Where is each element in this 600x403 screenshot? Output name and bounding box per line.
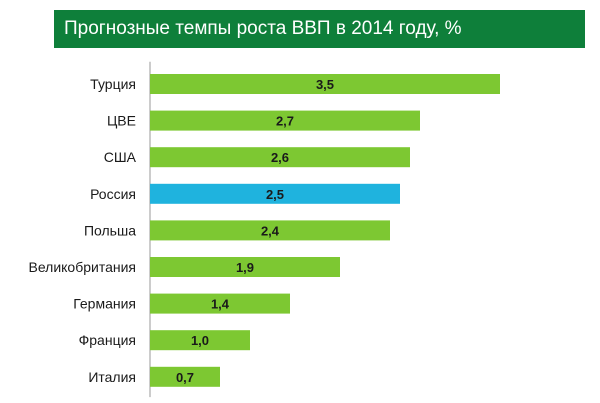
bar-5 xyxy=(150,220,390,241)
bar-1 xyxy=(150,74,500,94)
category-label-6: Великобритания xyxy=(28,259,136,275)
bar-9 xyxy=(150,366,220,387)
bar-4 xyxy=(150,183,400,204)
bar-2 xyxy=(150,110,420,131)
category-label-9: Италия xyxy=(88,369,136,385)
value-label-1: 3,5 xyxy=(316,77,334,92)
category-label-1: Турция xyxy=(90,76,136,92)
bar-6 xyxy=(150,257,340,277)
bar-3 xyxy=(150,147,410,168)
category-label-4: Россия xyxy=(90,186,136,202)
category-label-2: ЦВЕ xyxy=(107,113,136,129)
category-label-7: Германия xyxy=(73,296,136,312)
value-label-3: 2,6 xyxy=(271,150,289,165)
chart-title: Прогнозные темпы роста ВВП в 2014 году, … xyxy=(54,10,585,48)
bar-7 xyxy=(150,293,290,314)
value-label-6: 1,9 xyxy=(236,260,254,275)
value-label-7: 1,4 xyxy=(211,297,230,312)
category-label-3: США xyxy=(104,149,137,165)
value-label-8: 1,0 xyxy=(191,333,209,348)
value-label-5: 2,4 xyxy=(261,223,280,238)
category-label-8: Франция xyxy=(79,332,136,348)
bars-group: Турция 3,5 ЦВЕ 2,7 США 2,6 Россия 2,5 Польша 2,4 В… xyxy=(28,74,500,387)
bar-8 xyxy=(150,330,250,351)
value-label-2: 2,7 xyxy=(276,114,294,129)
category-label-5: Польша xyxy=(84,222,136,238)
value-label-4: 2,5 xyxy=(266,187,284,202)
value-label-9: 0,7 xyxy=(176,370,194,385)
